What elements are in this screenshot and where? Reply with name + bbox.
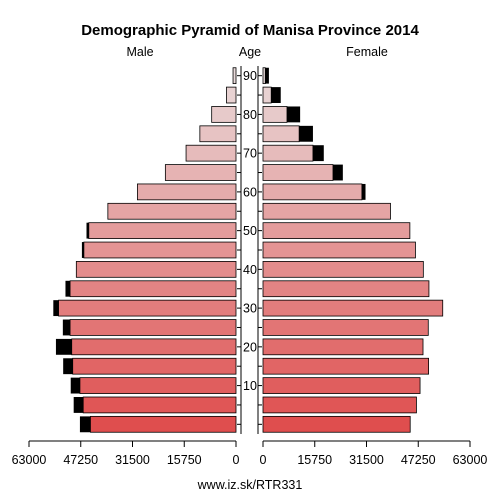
male-bar-80-84 <box>211 106 237 123</box>
age-tick-label: 20 <box>243 340 257 354</box>
female-label: Female <box>346 45 388 59</box>
source-text: www.iz.sk/RTR331 <box>197 478 303 492</box>
female-excess-70-74 <box>312 145 324 162</box>
female-bar-65-69 <box>262 164 334 181</box>
x-tick-label-left: 63000 <box>12 453 47 467</box>
female-excess-85-89 <box>271 87 281 103</box>
male-bar-10-14 <box>79 377 237 394</box>
female-bar-75-79 <box>262 125 300 143</box>
male-excess-10-14 <box>70 377 80 394</box>
female-excess-80-84 <box>286 106 301 123</box>
age-tick-label: 30 <box>243 302 257 316</box>
male-excess-25-29 <box>62 319 71 336</box>
female-excess-90+ <box>265 67 269 84</box>
female-bar-90+ <box>262 67 266 85</box>
age-tick-label: 50 <box>243 224 257 238</box>
female-bar-60-64 <box>262 183 363 201</box>
female-excess-60-64 <box>361 183 366 200</box>
male-excess-5-9 <box>73 397 84 413</box>
x-tick-label-left: 0 <box>233 453 240 467</box>
chart-title: Demographic Pyramid of Manisa Province 2… <box>81 22 419 39</box>
female-bar-0-4 <box>262 415 411 433</box>
male-bar-35-39 <box>69 280 237 298</box>
male-bar-90+ <box>232 67 237 85</box>
x-tick-label-right: 31500 <box>349 453 384 467</box>
age-label: Age <box>239 45 261 59</box>
female-bar-50-54 <box>262 222 411 239</box>
male-bar-50-54 <box>88 222 237 239</box>
male-excess-30-34 <box>53 300 59 317</box>
female-bar-85-89 <box>262 86 272 104</box>
female-bar-25-29 <box>262 319 429 336</box>
x-tick-label-left: 15750 <box>167 453 202 467</box>
x-tick-label-right: 15750 <box>297 453 332 467</box>
x-tick-label-left: 31500 <box>115 453 150 467</box>
axes-group <box>28 66 471 447</box>
male-bar-60-64 <box>137 183 237 201</box>
age-tick-label: 80 <box>243 108 257 122</box>
female-excess-75-79 <box>299 125 313 142</box>
male-bar-5-9 <box>82 396 237 414</box>
ticks-group: 10 20 30 40 50 60 70 80 90 63000 47250 31500 15750 0 0… <box>12 69 488 467</box>
male-label: Male <box>126 45 153 59</box>
female-bar-80-84 <box>262 106 288 123</box>
x-tick-label-right: 47250 <box>401 453 436 467</box>
male-bar-0-4 <box>90 415 237 433</box>
female-bar-45-49 <box>262 241 416 259</box>
female-bar-40-44 <box>262 261 424 278</box>
age-tick-label: 60 <box>243 185 257 199</box>
age-tick-label: 90 <box>243 69 257 83</box>
male-bar-65-69 <box>164 164 237 181</box>
female-bar-15-19 <box>262 357 430 375</box>
male-excess-35-39 <box>65 280 71 297</box>
male-excess-15-19 <box>63 358 73 375</box>
female-bar-55-59 <box>262 202 391 220</box>
bars-group <box>53 67 444 433</box>
male-excess-0-4 <box>79 416 91 433</box>
x-tick-label-right: 0 <box>260 453 267 467</box>
age-tick-label: 40 <box>243 263 257 277</box>
age-tick-label: 70 <box>243 147 257 161</box>
x-tick-label-left: 47250 <box>63 453 98 467</box>
male-excess-50-54 <box>86 222 89 239</box>
female-bar-35-39 <box>262 280 430 298</box>
female-bar-10-14 <box>262 377 421 394</box>
female-bar-70-74 <box>262 144 314 162</box>
female-excess-65-69 <box>332 164 343 181</box>
male-bar-20-24 <box>71 338 237 356</box>
male-bar-40-44 <box>75 261 237 278</box>
male-bar-25-29 <box>69 319 237 336</box>
male-bar-45-49 <box>83 241 237 259</box>
x-tick-label-right: 63000 <box>453 453 488 467</box>
male-bar-75-79 <box>199 125 237 143</box>
male-bar-30-34 <box>58 299 237 317</box>
female-bar-5-9 <box>262 396 417 414</box>
male-bar-85-89 <box>226 86 237 104</box>
female-bar-20-24 <box>262 338 424 356</box>
female-bar-30-34 <box>262 299 444 317</box>
male-excess-45-49 <box>81 242 84 258</box>
male-bar-55-59 <box>107 202 237 220</box>
male-bar-15-19 <box>72 357 237 375</box>
male-excess-20-24 <box>55 338 72 355</box>
male-bar-70-74 <box>185 144 237 162</box>
age-tick-label: 10 <box>243 379 257 393</box>
